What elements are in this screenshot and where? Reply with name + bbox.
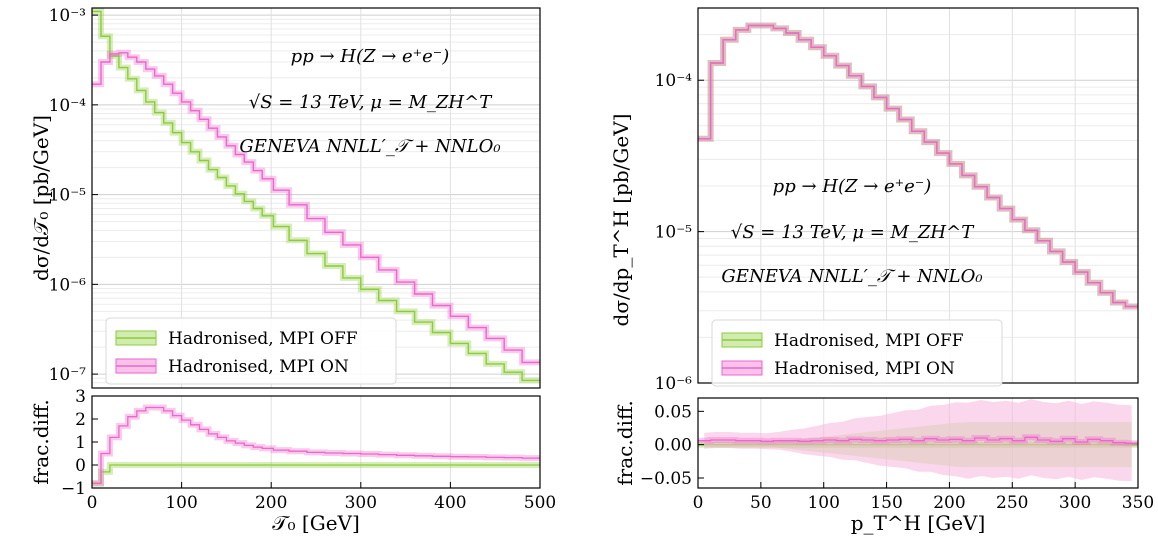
ratio-uncertainty (92, 404, 540, 487)
ratio-line (698, 436, 1138, 444)
x-tick-label: 0 (87, 493, 98, 513)
left-chart: 0 100 200 300 400 500 10⁻³ 10⁻⁴ 10⁻⁵ 10⁻⁶ 10⁻⁷3 2 1 0… (29, 6, 556, 535)
annotation: pp → H(Z → e⁺e⁻) (773, 176, 932, 197)
x-tick-label: 100 (165, 493, 197, 513)
annotation: GENEVA NNLL′_𝒯 + NNLO₀ (721, 266, 982, 287)
y-tick-label: 10⁻³ (49, 6, 86, 26)
x-axis-label: p_T^H [GeV] (851, 511, 986, 535)
y-tick-label: 10⁻⁵ (655, 223, 693, 243)
right-chart: 0 50 100 150 200 250 300 350 10⁻⁴ 10⁻⁵ 10⁻⁶ 0.05 0.0… (609, 7, 1154, 535)
annotation: pp → H(Z → e⁺e⁻) (291, 46, 450, 67)
ratio-tick-label: 1 (75, 433, 86, 453)
ratio-tick-label: 3 (75, 387, 86, 407)
ratio-tick-label: 0.05 (654, 402, 692, 422)
ratio-tick-label: 0 (75, 456, 86, 476)
x-tick-label: 200 (255, 493, 287, 513)
ratio-tick-label: 2 (75, 410, 86, 430)
ratio-tick-label: −1 (61, 479, 86, 499)
ratio-axis-label: frac.diff. (29, 399, 53, 485)
annotation: √S = 13 TeV, μ = M_ZH^T (731, 222, 975, 243)
series-line (92, 10, 540, 382)
legend-box (711, 319, 1003, 387)
y-tick-label: 10⁻⁶ (49, 275, 87, 295)
ratio-axis-label: frac.diff. (613, 400, 637, 486)
legend-label: Hadronised, MPI ON (774, 359, 955, 379)
x-tick-label: 350 (1122, 493, 1154, 513)
legend-label: Hadronised, MPI OFF (168, 329, 358, 349)
y-tick-label: 10⁻⁴ (655, 71, 693, 91)
y-tick-label: 10⁻⁷ (49, 365, 87, 385)
series-line (92, 52, 540, 364)
ratio-tick-label: −0.05 (640, 469, 692, 489)
uncertainty-band (698, 22, 1138, 310)
y-tick-label: 10⁻⁵ (49, 186, 87, 206)
legend-label: Hadronised, MPI OFF (774, 331, 964, 351)
y-tick-label: 10⁻⁶ (655, 374, 693, 394)
x-tick-label: 100 (807, 493, 839, 513)
x-tick-label: 50 (750, 493, 772, 513)
x-tick-label: 400 (434, 493, 466, 513)
ratio-frame (697, 397, 1139, 489)
ratio-line (92, 406, 540, 485)
legend-label: Hadronised, MPI ON (168, 357, 349, 377)
x-tick-label: 500 (524, 493, 556, 513)
y-axis-label: dσ/d𝒯₀ [pb/GeV] (29, 115, 53, 281)
y-tick-label: 10⁻⁴ (49, 96, 87, 116)
x-tick-label: 300 (345, 493, 377, 513)
x-tick-label: 250 (996, 493, 1028, 513)
x-tick-label: 150 (870, 493, 902, 513)
series-line (698, 24, 1138, 308)
x-tick-label: 0 (693, 493, 704, 513)
x-axis-label: 𝒯₀ [GeV] (272, 511, 360, 535)
annotation: √S = 13 TeV, μ = M_ZH^T (249, 92, 493, 113)
x-tick-label: 300 (1059, 493, 1091, 513)
main-frame (91, 7, 541, 389)
y-axis-label: dσ/dp_T^H [pb/GeV] (609, 114, 633, 327)
annotation: GENEVA NNLL′_𝒯 + NNLO₀ (239, 136, 500, 157)
grid-lines (91, 8, 541, 488)
legend-box (105, 317, 397, 385)
ratio-line (92, 464, 540, 485)
ratio-tick-label: 0.00 (654, 436, 692, 456)
x-tick-label: 200 (933, 493, 965, 513)
ratio-uncertainty (92, 462, 540, 487)
